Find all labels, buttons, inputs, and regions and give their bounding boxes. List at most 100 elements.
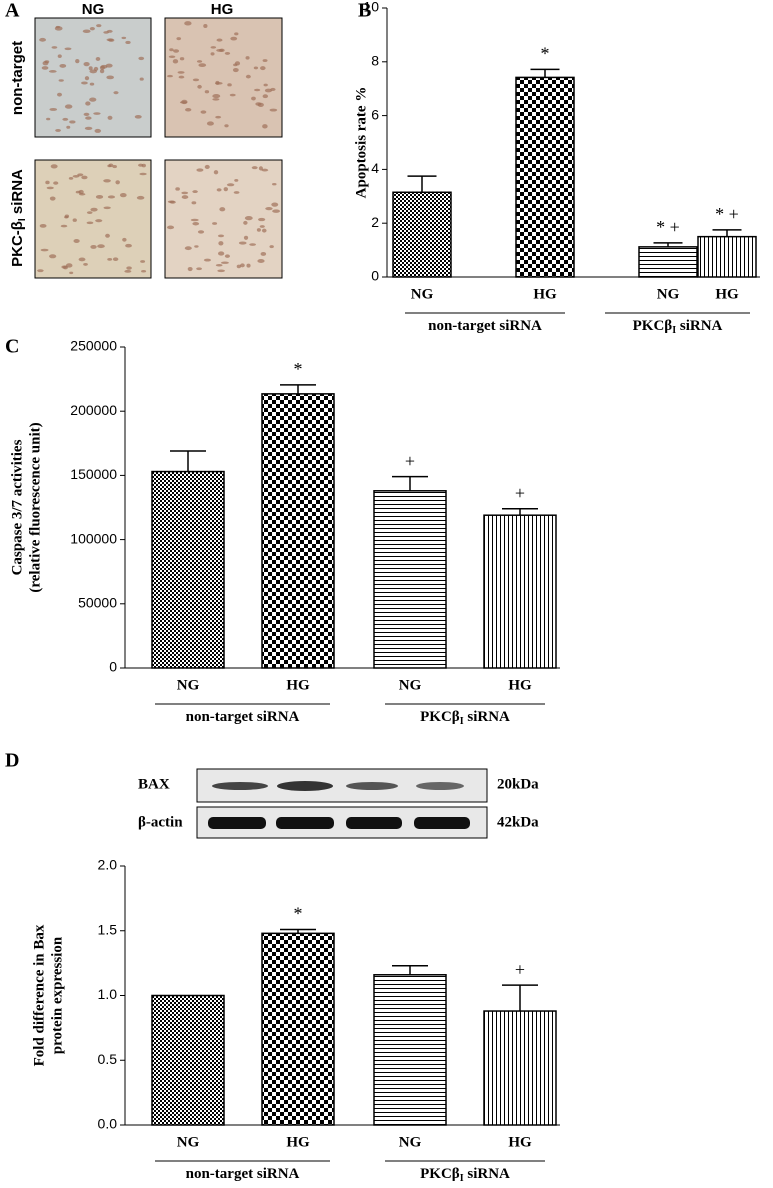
cell bbox=[121, 36, 127, 40]
y-tick-label: 0.5 bbox=[98, 1051, 118, 1067]
cell bbox=[107, 195, 116, 199]
cell bbox=[39, 223, 47, 228]
cell bbox=[234, 61, 241, 66]
cell bbox=[226, 183, 235, 187]
cell bbox=[215, 115, 222, 119]
cell bbox=[75, 59, 80, 64]
panel-label: D bbox=[5, 750, 19, 772]
cell bbox=[106, 38, 114, 42]
cell bbox=[218, 241, 224, 246]
y-tick-label: 100000 bbox=[70, 530, 117, 546]
blot-size: 20kDa bbox=[497, 776, 539, 792]
y-tick-label: 0 bbox=[371, 268, 379, 284]
cell bbox=[55, 25, 61, 29]
cell bbox=[227, 83, 232, 87]
cell bbox=[221, 261, 229, 264]
group-label-part: siRNA bbox=[467, 709, 510, 725]
cell bbox=[64, 104, 73, 109]
cell bbox=[261, 168, 269, 172]
x-tick-label: HG bbox=[286, 1134, 310, 1150]
cell bbox=[249, 243, 256, 246]
cell bbox=[216, 188, 222, 192]
cell bbox=[246, 263, 251, 268]
cell bbox=[126, 266, 132, 270]
cell bbox=[49, 254, 57, 259]
cell bbox=[203, 24, 208, 28]
y-axis-label: Caspase 3/7 activities bbox=[9, 439, 25, 575]
x-tick-label: HG bbox=[508, 1134, 532, 1150]
y-tick-label: 6 bbox=[371, 106, 379, 122]
cell bbox=[196, 60, 203, 63]
cell bbox=[192, 78, 200, 82]
y-tick-label: 2 bbox=[371, 214, 379, 230]
cell bbox=[45, 180, 50, 185]
cell bbox=[79, 193, 86, 196]
bar bbox=[392, 191, 452, 278]
cell bbox=[251, 166, 258, 170]
cell bbox=[204, 90, 210, 94]
cell bbox=[48, 70, 57, 73]
cell bbox=[65, 263, 73, 268]
cell bbox=[258, 166, 263, 171]
cell bbox=[168, 55, 176, 59]
y-tick-label: 150000 bbox=[70, 466, 117, 482]
cell bbox=[203, 258, 211, 262]
cell bbox=[64, 47, 72, 51]
cell bbox=[258, 217, 266, 222]
cell bbox=[212, 94, 221, 99]
cell bbox=[90, 244, 97, 249]
cell bbox=[97, 244, 105, 249]
cell bbox=[216, 48, 224, 52]
cell bbox=[236, 264, 242, 269]
cell bbox=[49, 107, 58, 111]
cell bbox=[167, 225, 175, 230]
cell bbox=[259, 225, 265, 228]
y-axis-label: protein expression bbox=[49, 936, 65, 1054]
cell bbox=[89, 69, 98, 74]
cell bbox=[55, 128, 61, 132]
cell bbox=[187, 266, 193, 272]
cell bbox=[190, 218, 199, 222]
cell bbox=[257, 102, 264, 107]
cell bbox=[192, 190, 198, 194]
cell bbox=[217, 269, 225, 273]
cell bbox=[215, 263, 223, 267]
cell bbox=[272, 209, 280, 213]
cell bbox=[42, 61, 49, 66]
cell bbox=[99, 68, 105, 74]
cell bbox=[95, 57, 101, 61]
cell bbox=[50, 164, 58, 169]
cell bbox=[204, 164, 210, 170]
cell bbox=[217, 234, 225, 238]
group-label-part: siRNA bbox=[467, 1166, 510, 1182]
cell bbox=[269, 108, 278, 112]
cell bbox=[112, 257, 119, 262]
cell bbox=[78, 257, 86, 262]
annotation: + bbox=[515, 483, 525, 503]
column-label: HG bbox=[211, 1, 234, 18]
cell bbox=[88, 66, 93, 71]
group-label-part: PKCβ bbox=[420, 1166, 460, 1182]
cell bbox=[169, 48, 174, 52]
cell bbox=[181, 99, 188, 105]
group-label-part: non-target siRNA bbox=[428, 318, 542, 334]
cell bbox=[196, 168, 204, 172]
group-label: PKCβI siRNA bbox=[420, 709, 510, 729]
x-tick-label: NG bbox=[177, 1134, 200, 1150]
cell bbox=[265, 206, 273, 211]
cell bbox=[253, 66, 259, 70]
cell bbox=[108, 163, 114, 168]
y-axis-label: Apoptosis rate % bbox=[353, 87, 369, 199]
micrograph bbox=[34, 17, 152, 138]
cell bbox=[86, 221, 94, 225]
cell bbox=[77, 173, 84, 177]
y-tick-label: 0.0 bbox=[98, 1116, 118, 1132]
cell bbox=[206, 121, 214, 126]
cell bbox=[200, 110, 207, 114]
cell bbox=[181, 195, 189, 199]
bar bbox=[373, 490, 447, 669]
cell bbox=[243, 220, 248, 225]
cell bbox=[105, 233, 110, 238]
cell bbox=[262, 94, 269, 99]
